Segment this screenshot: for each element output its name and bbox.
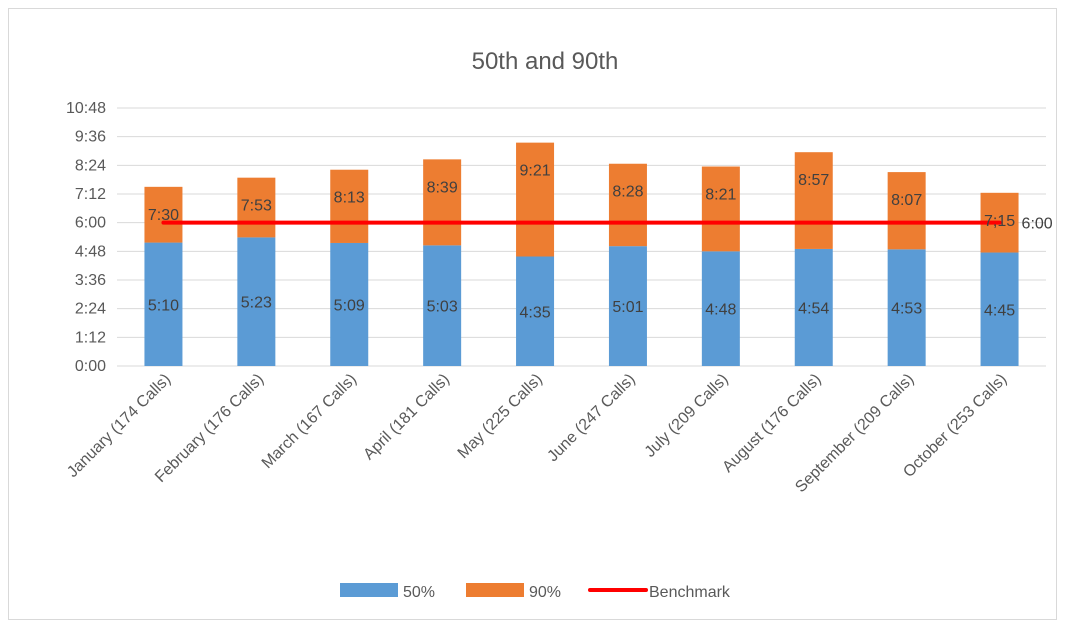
bar-50 — [516, 256, 555, 366]
bar-50 — [701, 251, 740, 366]
x-category-label: August (176 Calls) — [719, 371, 824, 476]
legend-swatch-50 — [340, 583, 398, 597]
x-category-label: June (247 Calls) — [544, 371, 638, 465]
x-category-label: May (225 Calls) — [455, 371, 546, 462]
x-category-label: April (181 Calls) — [360, 371, 452, 463]
legend-swatch-90 — [466, 583, 524, 597]
x-category-label: January (174 Calls) — [64, 371, 174, 481]
bar-90 — [423, 159, 462, 246]
y-tick-label: 3:36 — [75, 272, 106, 289]
y-tick-label: 1:12 — [75, 329, 106, 346]
data-label-50: 5:10 — [148, 297, 179, 314]
bar-90 — [887, 172, 926, 250]
data-label-90: 8:07 — [891, 192, 922, 209]
data-labels: 5:10 7:30 5:23 7:53 5:09 8:13 5:03 8:39 4:35 9:21… — [148, 163, 1053, 322]
data-label-90: 8:57 — [798, 172, 829, 189]
y-tick-label: 8:24 — [75, 157, 106, 174]
legend-label-90: 90% — [529, 584, 561, 601]
data-label-50: 5:23 — [241, 295, 272, 312]
bar-50 — [608, 246, 647, 366]
bar-50 — [330, 242, 369, 366]
y-tick-label: 4:48 — [75, 243, 106, 260]
y-tick-label: 0:00 — [75, 358, 106, 375]
bar-50 — [144, 242, 183, 366]
data-label-50: 4:45 — [984, 302, 1015, 319]
data-label-90: 9:21 — [519, 163, 550, 180]
bar-90 — [794, 152, 833, 249]
x-category-label: October (253 Calls) — [900, 371, 1010, 481]
x-category-label: February (176 Calls) — [152, 371, 267, 486]
bar-50 — [237, 237, 276, 366]
data-label-50: 4:48 — [705, 302, 736, 319]
bar-50 — [794, 248, 833, 366]
y-tick-label: 9:36 — [75, 129, 106, 146]
data-label-50: 4:54 — [798, 300, 829, 317]
chart-svg: 50th and 90th 0:00 1:12 2:24 3:36 4:48 6:00 7:… — [64, 48, 1053, 601]
data-label-90: 8:13 — [334, 190, 365, 207]
bar-90 — [516, 142, 555, 257]
y-tick-label: 7:12 — [75, 186, 106, 203]
data-label-50: 5:03 — [427, 299, 458, 316]
data-label-90: 7;15 — [984, 213, 1015, 230]
bar-50 — [980, 252, 1019, 366]
benchmark-label: 6:00 — [1022, 216, 1053, 233]
bar-90 — [330, 169, 369, 243]
bar-90 — [237, 177, 276, 238]
legend-label-50: 50% — [403, 584, 435, 601]
data-label-90: 8:28 — [612, 184, 643, 201]
data-label-50: 5:09 — [334, 297, 365, 314]
y-tick-label: 10:48 — [66, 100, 106, 117]
data-label-50: 4:35 — [519, 304, 550, 321]
legend-label-benchmark: Benchmark — [649, 584, 731, 601]
data-label-90: 7:53 — [241, 198, 272, 215]
bar-50 — [887, 249, 926, 366]
bar-50 — [423, 245, 462, 366]
data-label-90: 8:21 — [705, 187, 736, 204]
data-label-50: 4:53 — [891, 301, 922, 318]
x-category-label: July (209 Calls) — [642, 371, 732, 461]
bar-90 — [608, 163, 647, 247]
y-tick-label: 2:24 — [75, 301, 106, 318]
data-label-90: 7:30 — [148, 207, 179, 224]
data-label-90: 8:39 — [427, 179, 458, 196]
y-tick-label: 6:00 — [75, 215, 106, 232]
chart-area: 50th and 90th 0:00 1:12 2:24 3:36 4:48 6:00 7:… — [8, 8, 1057, 620]
bars — [144, 142, 1019, 366]
data-label-50: 5:01 — [612, 299, 643, 316]
chart-title: 50th and 90th — [472, 48, 619, 75]
x-category-label: March (167 Calls) — [259, 371, 360, 472]
x-axis-labels: January (174 Calls)February (176 Calls)M… — [64, 371, 1010, 496]
bar-90 — [701, 166, 740, 252]
y-axis-ticks: 0:00 1:12 2:24 3:36 4:48 6:00 7:12 8:24 9:36 10:4… — [66, 100, 106, 375]
legend: 50% 90% Benchmark — [340, 583, 731, 601]
bar-90 — [144, 186, 183, 243]
